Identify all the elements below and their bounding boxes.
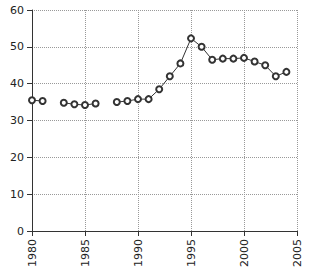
- svg-text:60: 60: [10, 4, 24, 17]
- svg-text:1995: 1995: [185, 239, 198, 267]
- svg-text:1990: 1990: [132, 239, 145, 267]
- svg-text:1980: 1980: [26, 239, 39, 267]
- svg-text:40: 40: [10, 77, 24, 90]
- svg-text:20: 20: [10, 151, 24, 164]
- svg-text:2005: 2005: [291, 239, 304, 267]
- svg-text:2000: 2000: [238, 239, 251, 267]
- svg-text:1985: 1985: [79, 239, 92, 267]
- svg-text:0: 0: [17, 225, 24, 238]
- svg-text:30: 30: [10, 114, 24, 127]
- svg-text:50: 50: [10, 40, 24, 53]
- svg-text:10: 10: [10, 188, 24, 201]
